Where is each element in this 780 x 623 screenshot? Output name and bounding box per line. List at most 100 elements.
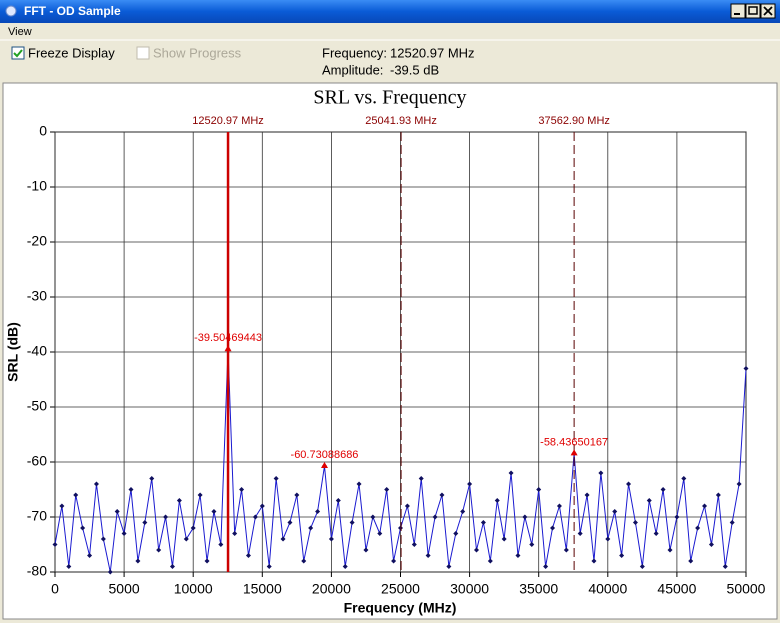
data-point [439, 492, 445, 498]
data-point [52, 542, 58, 547]
data-point [501, 536, 507, 542]
data-point [411, 542, 417, 547]
checkbox[interactable] [11, 46, 25, 60]
data-point [619, 553, 625, 558]
annotation-marker [320, 462, 328, 469]
data-point [646, 498, 652, 503]
cursor-label: 37562.90 MHz [538, 115, 610, 127]
window-title: FFT - OD Sample [24, 4, 121, 18]
data-point [245, 553, 251, 558]
data-point [522, 514, 528, 520]
annotation-marker [570, 449, 578, 456]
data-point [169, 564, 175, 569]
title-bar [0, 0, 780, 23]
data-point [142, 520, 148, 525]
data-point [460, 509, 466, 514]
annotation-label: -60.73088686 [291, 449, 359, 461]
data-point [211, 509, 217, 514]
annotation-label: -39.50469443 [194, 332, 262, 344]
y-tick-label: -80 [27, 563, 47, 579]
window-buttons[interactable] [730, 3, 776, 19]
data-point [197, 492, 203, 498]
data-point [315, 509, 321, 514]
data-point [494, 498, 500, 503]
data-point [176, 498, 182, 503]
frequency-label: Frequency: [322, 45, 387, 60]
data-point [736, 481, 742, 487]
x-tick-label: 45000 [657, 581, 696, 597]
data-point [163, 514, 169, 520]
data-point [626, 481, 632, 487]
y-tick-label: -70 [27, 508, 47, 524]
x-tick-label: 30000 [450, 581, 489, 597]
annotation-marker [224, 345, 232, 352]
data-point [59, 503, 65, 509]
data-point [467, 481, 473, 487]
x-tick-label: 35000 [519, 581, 558, 597]
frequency-value: 12520.97 MHz [390, 45, 475, 60]
x-tick-label: 15000 [243, 581, 282, 597]
data-point [239, 487, 245, 492]
data-point [218, 542, 224, 547]
data-point [301, 558, 307, 564]
data-point [653, 531, 659, 536]
data-point [584, 492, 590, 498]
x-tick-label: 25000 [381, 581, 420, 597]
data-point [487, 558, 493, 564]
y-tick-label: -50 [27, 398, 47, 414]
data-point [183, 536, 189, 542]
data-point [398, 525, 403, 531]
checkbox-label: Show Progress [153, 45, 242, 60]
data-point [474, 547, 480, 553]
y-tick-label: 0 [39, 123, 47, 139]
data-point [556, 503, 562, 509]
data-point [370, 514, 376, 520]
data-point [107, 569, 113, 575]
data-point [418, 476, 424, 481]
maximize-button[interactable] [745, 3, 761, 19]
chart-title: SRL vs. Frequency [313, 87, 466, 109]
data-point [93, 481, 99, 487]
data-point [729, 520, 735, 525]
data-point [384, 487, 390, 492]
menu-item[interactable]: View [8, 26, 32, 38]
data-point [695, 525, 701, 531]
data-point [377, 531, 383, 536]
y-axis-label: SRL (dB) [5, 322, 21, 382]
data-point [480, 520, 486, 525]
checkbox-label[interactable]: Freeze Display [28, 45, 115, 60]
data-point [605, 536, 611, 542]
data-point [536, 487, 542, 492]
data-point [328, 536, 334, 542]
data-point [232, 531, 238, 536]
data-point [73, 492, 79, 498]
data-point [529, 542, 535, 547]
data-point [204, 558, 210, 564]
data-point [190, 525, 196, 531]
x-tick-label: 5000 [109, 581, 140, 597]
data-point [722, 564, 728, 569]
x-tick-label: 10000 [174, 581, 213, 597]
data-point [660, 487, 666, 492]
data-point [114, 509, 120, 514]
data-point [639, 564, 645, 569]
data-point [515, 553, 521, 558]
data-point [308, 525, 314, 531]
data-point [356, 481, 362, 487]
x-tick-label: 40000 [588, 581, 627, 597]
data-point [508, 470, 514, 476]
minimize-button[interactable] [730, 3, 746, 19]
data-point [425, 553, 431, 558]
data-point [273, 476, 279, 481]
data-point [550, 525, 556, 531]
data-point [128, 487, 134, 492]
data-point [446, 564, 452, 569]
data-point [543, 564, 549, 569]
data-point [702, 503, 708, 509]
data-point [563, 547, 569, 553]
data-point [577, 531, 583, 536]
data-point [708, 542, 714, 547]
y-tick-label: -40 [27, 343, 47, 359]
data-point [681, 476, 687, 481]
